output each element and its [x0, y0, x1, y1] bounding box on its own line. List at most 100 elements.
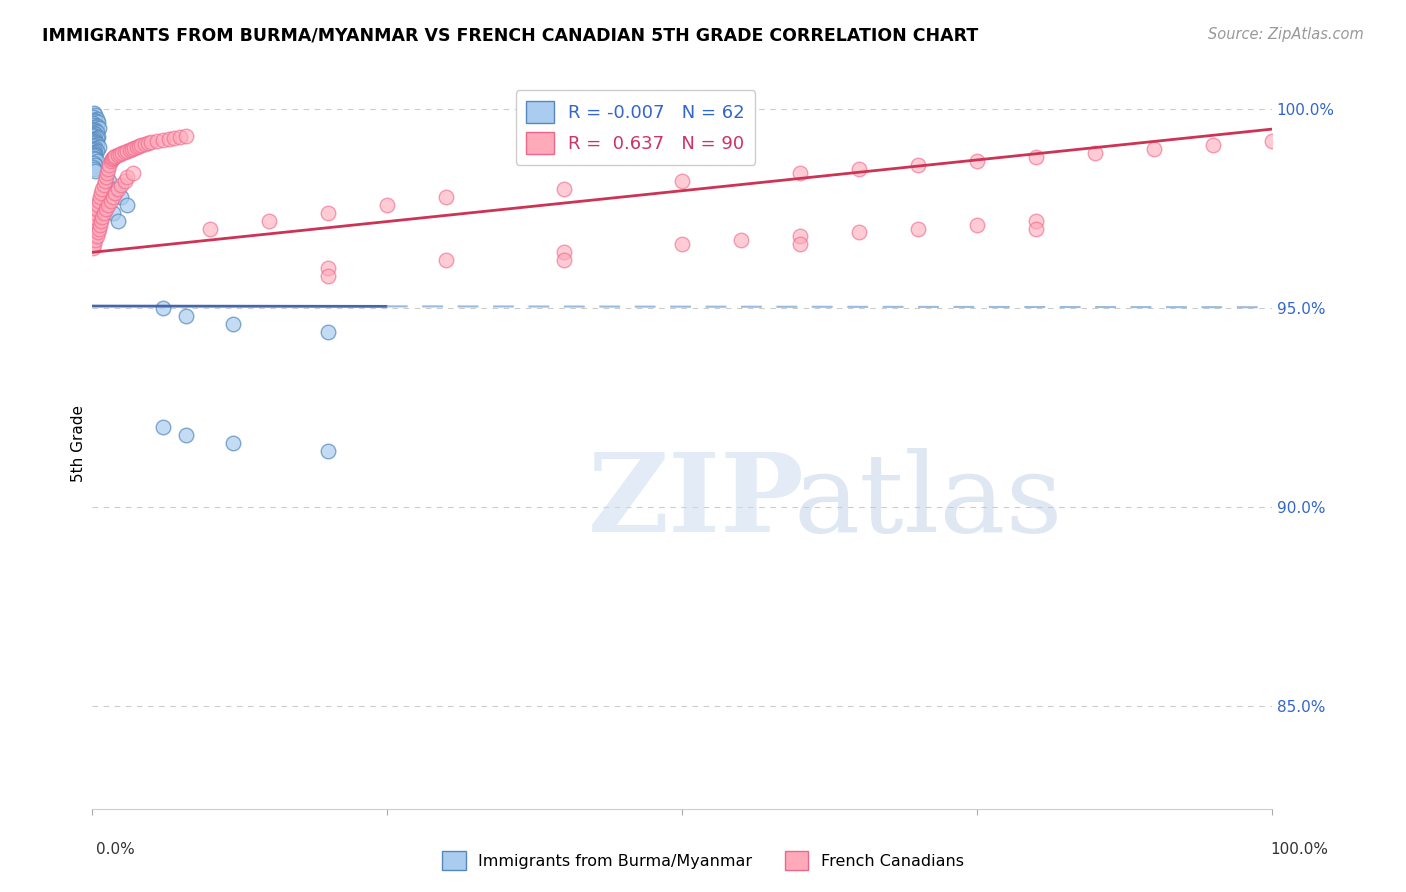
Point [152, 133, 174, 147]
Point [553, 253, 575, 268]
Point [101, 190, 124, 204]
Point [87, 194, 110, 208]
Point [93, 178, 115, 192]
Point [83, 156, 105, 170]
Point [100, 153, 122, 168]
Point [115, 169, 138, 184]
Point [82, 128, 104, 142]
Point [434, 190, 457, 204]
Point [97, 197, 120, 211]
Point [86, 115, 108, 129]
Text: atlas: atlas [794, 449, 1063, 555]
Point [1025, 221, 1047, 235]
Point [84, 152, 107, 166]
Point [107, 182, 129, 196]
Point [553, 182, 575, 196]
Y-axis label: 5th Grade: 5th Grade [72, 405, 86, 482]
Point [94, 169, 117, 184]
Point [134, 137, 156, 152]
Point [86, 197, 108, 211]
Point [83, 138, 105, 153]
Point [83, 129, 105, 144]
Point [671, 237, 693, 252]
Point [86, 153, 108, 168]
Point [82, 143, 104, 157]
Point [104, 149, 127, 163]
Legend: R = -0.007   N = 62, R =  0.637   N = 90: R = -0.007 N = 62, R = 0.637 N = 90 [516, 90, 755, 165]
Point [107, 148, 129, 162]
Point [87, 221, 110, 235]
Point [125, 140, 148, 154]
Point [966, 153, 988, 168]
Point [121, 142, 143, 156]
Point [83, 113, 105, 128]
Point [84, 158, 107, 172]
Point [118, 143, 141, 157]
Point [83, 210, 105, 224]
Point [104, 182, 127, 196]
Point [198, 221, 221, 235]
Point [115, 144, 138, 158]
Point [86, 137, 108, 152]
Point [86, 144, 108, 158]
Point [84, 164, 107, 178]
Text: 100.0%: 100.0% [1271, 842, 1329, 856]
Point [1025, 213, 1047, 227]
Point [553, 245, 575, 260]
Point [316, 444, 339, 458]
Point [108, 146, 131, 161]
Point [103, 150, 125, 164]
Point [789, 237, 811, 252]
Point [152, 420, 174, 434]
Point [87, 140, 110, 154]
Point [375, 197, 398, 211]
Point [89, 218, 111, 232]
Legend: Immigrants from Burma/Myanmar, French Canadians: Immigrants from Burma/Myanmar, French Ca… [436, 845, 970, 877]
Point [122, 166, 145, 180]
Point [169, 130, 191, 145]
Point [1025, 150, 1047, 164]
Point [82, 123, 104, 137]
Point [316, 325, 339, 339]
Point [114, 174, 136, 188]
Point [83, 136, 105, 150]
Point [1202, 138, 1225, 153]
Text: ZIP: ZIP [588, 449, 804, 555]
Point [84, 120, 107, 135]
Point [174, 129, 197, 144]
Point [83, 142, 105, 156]
Point [848, 161, 870, 176]
Point [100, 194, 122, 208]
Point [115, 197, 138, 211]
Point [86, 112, 108, 127]
Point [789, 229, 811, 244]
Point [174, 309, 197, 323]
Point [83, 118, 105, 132]
Point [82, 134, 104, 148]
Point [101, 205, 124, 219]
Text: 0.0%: 0.0% [96, 842, 135, 856]
Point [87, 121, 110, 136]
Point [86, 125, 108, 139]
Point [83, 106, 105, 120]
Point [84, 148, 107, 162]
Point [84, 108, 107, 122]
Point [789, 166, 811, 180]
Point [730, 234, 752, 248]
Point [83, 126, 105, 140]
Point [124, 141, 146, 155]
Point [86, 119, 108, 133]
Point [83, 122, 105, 136]
Point [83, 151, 105, 165]
Point [82, 146, 104, 161]
Point [434, 253, 457, 268]
Point [84, 141, 107, 155]
Point [257, 213, 280, 227]
Point [84, 135, 107, 149]
Point [110, 178, 132, 192]
Point [84, 145, 107, 160]
Point [83, 146, 105, 161]
Point [90, 213, 112, 227]
Point [1084, 146, 1107, 161]
Point [104, 186, 127, 200]
